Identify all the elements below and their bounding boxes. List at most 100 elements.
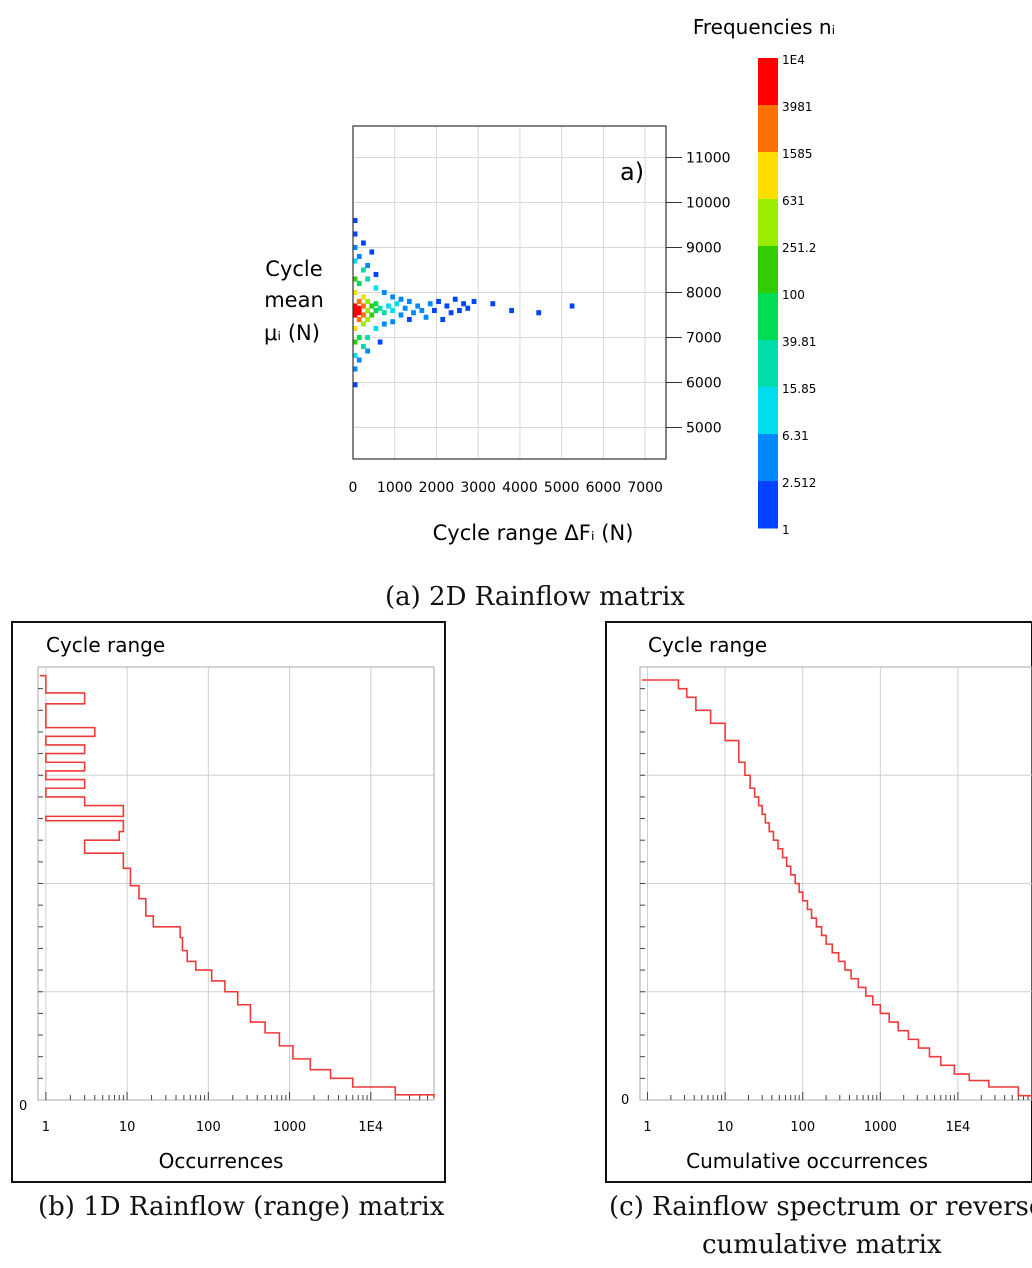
heatmap-cell bbox=[361, 343, 366, 350]
colorbar-block bbox=[758, 246, 778, 294]
heatmap-cell bbox=[365, 348, 370, 354]
heatmap-cell bbox=[365, 262, 370, 269]
panel-b-xlabel: Occurrences bbox=[159, 1149, 284, 1173]
caption-c-line2: cumulative matrix bbox=[702, 1230, 942, 1260]
heatmap-cell bbox=[361, 267, 366, 273]
heatmap-cell bbox=[373, 325, 379, 332]
heatmap-cell bbox=[356, 305, 362, 311]
heatmap-cell bbox=[361, 240, 366, 246]
colorbar-block bbox=[758, 481, 778, 529]
panel-b-y-zero: 0 bbox=[19, 1099, 27, 1114]
heatmap-cell bbox=[427, 301, 433, 307]
heatmap-cell bbox=[352, 276, 358, 282]
heatmap-cell bbox=[406, 298, 412, 305]
heatmap-cell bbox=[361, 294, 366, 300]
panel-c-x-tick-label: 1E4 bbox=[946, 1120, 971, 1135]
heatmap-cell bbox=[377, 339, 383, 345]
heatmap-cell bbox=[436, 298, 441, 305]
heatmap-ylabel-line1: Cycle bbox=[265, 257, 322, 281]
heatmap-x-tick-label: 2000 bbox=[419, 480, 455, 496]
colorbar-block bbox=[758, 340, 778, 388]
panel-c-xlabel: Cumulative occurrences bbox=[686, 1149, 928, 1173]
colorbar-label: 1E4 bbox=[782, 53, 805, 67]
heatmap-cell bbox=[373, 271, 379, 278]
panel-c-grid bbox=[640, 667, 1032, 1100]
heatmap-cell bbox=[390, 307, 396, 314]
heatmap-cell bbox=[457, 307, 462, 314]
heatmap-x-ticks: 0 1000 2000 3000 4000 5000 6000 7000 bbox=[349, 480, 663, 496]
colorbar-labels: 1E4 3981 1585 631 251.2 100 39.81 15.85 6.31 2.51… bbox=[782, 53, 816, 537]
panel-b-series-line bbox=[39, 674, 435, 1098]
panel-c-border bbox=[605, 621, 1032, 1183]
heatmap-cell bbox=[411, 310, 416, 316]
heatmap-cell bbox=[352, 244, 358, 251]
heatmap-x-tick-label: 6000 bbox=[586, 480, 622, 496]
heatmap-cell bbox=[373, 307, 379, 314]
panel-c-x-tick-label: 10 bbox=[717, 1120, 734, 1135]
heatmap-y-tick-label: 5000 bbox=[686, 421, 722, 437]
colorbar-block bbox=[758, 105, 778, 153]
heatmap-cell bbox=[356, 253, 362, 260]
panel-c-ticks: 1 10 100 1000 1E4 bbox=[640, 688, 1029, 1135]
heatmap-cell bbox=[398, 312, 404, 318]
heatmap-x-tick-label: 3000 bbox=[460, 480, 496, 496]
heatmap-cell bbox=[352, 217, 358, 224]
heatmap-cell bbox=[406, 316, 412, 323]
caption-c-line1: (c) Rainflow spectrum or reverse bbox=[609, 1192, 1032, 1222]
heatmap-cell bbox=[536, 310, 542, 316]
heatmap-cell bbox=[356, 310, 362, 316]
heatmap-cells bbox=[352, 217, 575, 388]
heatmap-cell bbox=[402, 305, 408, 311]
colorbar-block bbox=[758, 152, 778, 200]
colorbar-block bbox=[758, 58, 778, 106]
heatmap-cell bbox=[423, 314, 429, 320]
heatmap-y-tick-label: 11000 bbox=[686, 151, 731, 167]
heatmap-cell bbox=[361, 303, 366, 309]
heatmap-cell bbox=[369, 303, 375, 309]
heatmap-cell bbox=[361, 321, 366, 327]
heatmap-cell bbox=[381, 321, 387, 327]
heatmap-cell bbox=[390, 319, 396, 325]
heatmap-cell bbox=[369, 312, 375, 318]
heatmap-y-tick-label: 10000 bbox=[686, 196, 731, 212]
heatmap-cell bbox=[352, 312, 358, 318]
colorbar-label: 15.85 bbox=[782, 382, 816, 396]
heatmap-cell bbox=[356, 298, 362, 305]
heatmap-cell bbox=[452, 296, 458, 302]
heatmap-cell bbox=[440, 316, 446, 323]
heatmap-cell bbox=[369, 249, 375, 255]
heatmap-cell bbox=[465, 305, 471, 311]
panel-b-x-tick-label: 1E4 bbox=[358, 1120, 383, 1135]
heatmap-xlabel: Cycle range ΔFᵢ (N) bbox=[433, 521, 634, 545]
heatmap-cell bbox=[377, 305, 383, 311]
heatmap-cell bbox=[361, 312, 366, 318]
heatmap-grid bbox=[352, 126, 666, 459]
colorbar-label: 251.2 bbox=[782, 241, 816, 255]
heatmap-y-tick-label: 8000 bbox=[686, 286, 722, 302]
colorbar-label: 1585 bbox=[782, 147, 813, 161]
heatmap-cell bbox=[356, 357, 362, 363]
heatmap-cell bbox=[352, 258, 358, 264]
caption-a: (a) 2D Rainflow matrix bbox=[385, 582, 685, 612]
heatmap-cell bbox=[448, 310, 454, 316]
heatmap-ylabel-line2: mean bbox=[264, 288, 324, 312]
heatmap-cell bbox=[365, 316, 370, 323]
heatmap-cell bbox=[352, 382, 358, 388]
heatmap-cell bbox=[373, 301, 379, 307]
heatmap-cell bbox=[444, 303, 450, 309]
colorbar-label: 2.512 bbox=[782, 476, 816, 490]
panel-b-x-tick-label: 100 bbox=[196, 1120, 221, 1135]
panel-label-a: a) bbox=[620, 158, 644, 186]
heatmap-cell bbox=[431, 307, 437, 314]
heatmap-cell bbox=[381, 289, 387, 296]
panel-c-x-tick-label: 1 bbox=[643, 1120, 651, 1135]
heatmap-cell bbox=[394, 301, 400, 307]
panel-b-title: Cycle range bbox=[46, 633, 165, 657]
panel-b-grid bbox=[38, 667, 434, 1100]
panel-c-x-tick-label: 100 bbox=[790, 1120, 815, 1135]
heatmap-cell bbox=[352, 325, 358, 332]
colorbar-block bbox=[758, 434, 778, 482]
heatmap-cell bbox=[569, 303, 575, 309]
heatmap-cell bbox=[381, 310, 387, 316]
